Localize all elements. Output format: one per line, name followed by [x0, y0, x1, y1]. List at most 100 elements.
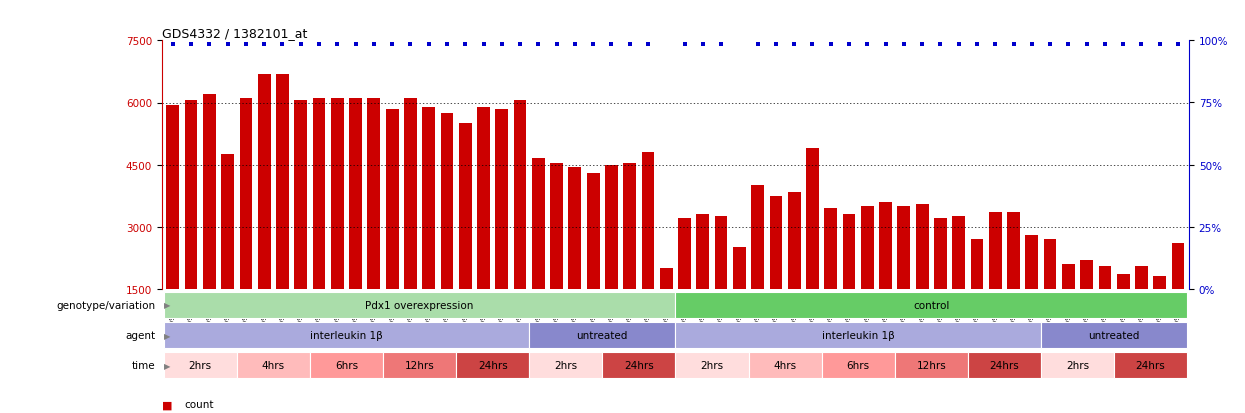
Bar — [163, 353, 237, 378]
Text: 2hrs: 2hrs — [1066, 361, 1089, 370]
Bar — [367, 99, 380, 289]
Text: 6hrs: 6hrs — [847, 361, 870, 370]
Bar — [696, 215, 710, 289]
Text: 12hrs: 12hrs — [916, 361, 946, 370]
Bar — [203, 95, 215, 289]
Bar — [822, 353, 895, 378]
Bar — [715, 217, 727, 289]
Bar — [459, 124, 472, 289]
Bar — [934, 219, 946, 289]
Bar — [860, 206, 874, 289]
Bar — [624, 163, 636, 289]
Text: 4hrs: 4hrs — [261, 361, 285, 370]
Bar — [529, 353, 603, 378]
Bar — [806, 149, 819, 289]
Bar — [967, 353, 1041, 378]
Bar — [1062, 264, 1074, 289]
Bar — [898, 206, 910, 289]
Bar — [971, 240, 984, 289]
Bar — [258, 74, 270, 289]
Bar — [441, 114, 453, 289]
Text: untreated: untreated — [1088, 330, 1139, 340]
Text: ■: ■ — [162, 399, 176, 409]
Text: 6hrs: 6hrs — [335, 361, 359, 370]
Text: 2hrs: 2hrs — [189, 361, 212, 370]
Bar — [294, 101, 308, 289]
Bar — [1081, 260, 1093, 289]
Bar — [349, 99, 362, 289]
Bar — [496, 109, 508, 289]
Text: 24hrs: 24hrs — [624, 361, 654, 370]
Text: ■: ■ — [162, 412, 176, 413]
Bar — [989, 213, 1002, 289]
Bar — [751, 186, 764, 289]
Bar — [843, 215, 855, 289]
Bar — [1026, 235, 1038, 289]
Bar — [237, 353, 310, 378]
Bar — [603, 353, 675, 378]
Bar — [312, 99, 325, 289]
Bar — [550, 163, 563, 289]
Bar — [163, 323, 529, 348]
Bar — [605, 165, 618, 289]
Bar — [916, 204, 929, 289]
Text: untreated: untreated — [576, 330, 627, 340]
Bar — [1043, 240, 1057, 289]
Text: 4hrs: 4hrs — [773, 361, 797, 370]
Text: 2hrs: 2hrs — [701, 361, 723, 370]
Bar — [331, 99, 344, 289]
Bar — [1041, 323, 1188, 348]
Bar — [1098, 266, 1112, 289]
Text: interleukin 1β: interleukin 1β — [822, 330, 895, 340]
Text: Pdx1 overexpression: Pdx1 overexpression — [365, 300, 474, 310]
Text: 24hrs: 24hrs — [1135, 361, 1165, 370]
Text: time: time — [132, 361, 156, 370]
Bar — [679, 219, 691, 289]
Text: genotype/variation: genotype/variation — [56, 300, 156, 310]
Bar — [733, 248, 746, 289]
Bar — [748, 353, 822, 378]
Bar — [675, 353, 748, 378]
Bar — [239, 99, 253, 289]
Bar — [532, 159, 545, 289]
Bar — [163, 292, 675, 318]
Bar — [1114, 353, 1188, 378]
Bar — [529, 323, 675, 348]
Text: 12hrs: 12hrs — [405, 361, 435, 370]
Text: agent: agent — [126, 330, 156, 340]
Bar — [660, 268, 672, 289]
Text: percentile rank within the sample: percentile rank within the sample — [184, 412, 360, 413]
Bar — [879, 202, 891, 289]
Bar — [788, 192, 801, 289]
Bar — [675, 323, 1041, 348]
Bar — [586, 173, 600, 289]
Bar — [1135, 266, 1148, 289]
Text: GDS4332 / 1382101_at: GDS4332 / 1382101_at — [162, 27, 308, 40]
Bar — [276, 74, 289, 289]
Bar — [167, 105, 179, 289]
Bar — [422, 107, 435, 289]
Bar — [456, 353, 529, 378]
Text: 24hrs: 24hrs — [478, 361, 508, 370]
Bar — [184, 101, 198, 289]
Bar — [477, 107, 491, 289]
Bar — [769, 196, 782, 289]
Text: interleukin 1β: interleukin 1β — [310, 330, 382, 340]
Bar — [1153, 277, 1167, 289]
Bar — [1117, 275, 1129, 289]
Bar — [383, 353, 456, 378]
Bar — [641, 153, 655, 289]
Text: ▶: ▶ — [164, 331, 171, 340]
Text: 2hrs: 2hrs — [554, 361, 578, 370]
Bar — [222, 155, 234, 289]
Bar — [895, 353, 967, 378]
Bar — [824, 209, 837, 289]
Text: 24hrs: 24hrs — [990, 361, 1020, 370]
Bar — [405, 99, 417, 289]
Bar — [514, 101, 527, 289]
Bar — [310, 353, 383, 378]
Bar — [1041, 353, 1114, 378]
Text: control: control — [913, 300, 950, 310]
Bar — [1007, 213, 1020, 289]
Bar — [675, 292, 1188, 318]
